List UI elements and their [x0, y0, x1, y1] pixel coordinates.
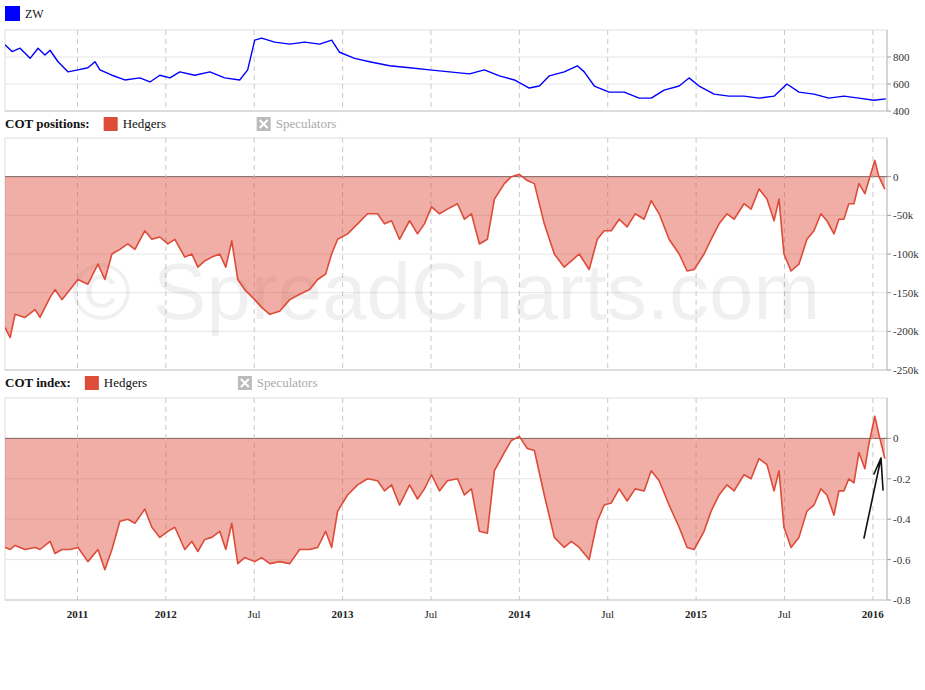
legend-swatch: [104, 117, 118, 131]
y-tick: [887, 559, 891, 560]
y-tick: [887, 84, 891, 85]
series-line: [5, 38, 886, 100]
x-tick-label: 2012: [155, 608, 178, 620]
y-grid-line: [5, 600, 887, 601]
x-grid-line: [784, 30, 785, 111]
x-tick-label: 2015: [685, 608, 708, 620]
y-tick-label: -200k: [893, 325, 919, 337]
y-grid-line: [5, 84, 887, 85]
y-tick: [887, 111, 891, 112]
legend-label: Speculators: [276, 116, 337, 131]
y-tick-label: -0.4: [893, 513, 911, 525]
background: [0, 0, 925, 690]
legend-item[interactable]: Hedgers: [104, 116, 166, 131]
y-tick: [887, 438, 891, 439]
area-fill: [5, 416, 885, 570]
x-tick-label: 2013: [332, 608, 355, 620]
legend-label: Hedgers: [104, 375, 147, 390]
x-grid-line: [342, 30, 343, 111]
x-grid-line: [430, 398, 431, 600]
y-tick: [887, 519, 891, 520]
annotation-arrow: [864, 458, 883, 538]
panel-title: COT positions:: [5, 116, 90, 131]
legend-swatch: [85, 376, 99, 390]
x-grid-line: [165, 30, 166, 111]
plot-frame: [5, 30, 887, 111]
plot-frame: [5, 398, 887, 600]
y-grid-line: [5, 370, 887, 371]
area-fill: [5, 160, 885, 337]
legend-item[interactable]: Speculators: [238, 375, 318, 390]
x-grid-line: [872, 30, 873, 111]
y-tick-label: 600: [893, 78, 910, 90]
y-tick-label: -250k: [893, 364, 919, 376]
x-tick-label: Jul: [248, 608, 261, 620]
y-tick-label: -0.2: [893, 473, 910, 485]
legend-item[interactable]: Speculators: [257, 116, 337, 131]
x-grid-line: [519, 398, 520, 600]
x-axis-line: [5, 600, 887, 601]
legend-label: Speculators: [257, 375, 318, 390]
y-tick: [887, 215, 891, 216]
y-axis-line: [887, 398, 888, 600]
watermark: © SpreadCharts.com: [72, 247, 820, 336]
x-tick-label: Jul: [601, 608, 614, 620]
y-grid-line: [5, 559, 887, 560]
series-line: [5, 416, 885, 570]
y-tick-label: 0: [893, 171, 899, 183]
y-grid-line: [5, 57, 887, 58]
y-tick-label: -100k: [893, 248, 919, 260]
legend-item[interactable]: ZW: [5, 6, 44, 21]
legend-disabled-mark: [241, 379, 249, 387]
y-tick: [887, 600, 891, 601]
x-tick-label: Jul: [425, 608, 438, 620]
x-tick-label: 2014: [508, 608, 531, 620]
plot-frame: [5, 138, 887, 370]
y-tick: [887, 478, 891, 479]
x-tick-label: Jul: [778, 608, 791, 620]
x-grid-line: [696, 30, 697, 111]
y-tick: [887, 292, 891, 293]
plot-area: [5, 38, 886, 100]
y-axis-line: [887, 30, 888, 111]
y-tick-label: -150k: [893, 287, 919, 299]
y-tick-label: -50k: [893, 209, 914, 221]
x-grid-line: [607, 30, 608, 111]
legend-swatch: [5, 6, 20, 21]
legend-label: Hedgers: [123, 116, 166, 131]
y-tick: [887, 57, 891, 58]
y-tick: [887, 331, 891, 332]
panel-title: COT index:: [5, 375, 71, 390]
y-tick: [887, 254, 891, 255]
y-tick: [887, 370, 891, 371]
y-tick-label: -0.8: [893, 594, 911, 606]
plot-area: [5, 160, 885, 337]
legend-swatch: [257, 117, 271, 131]
legend-label: ZW: [25, 7, 44, 21]
y-tick: [887, 176, 891, 177]
legend-disabled-mark: [260, 120, 268, 128]
legend-swatch: [238, 376, 252, 390]
x-grid-line: [519, 30, 520, 111]
x-axis-line: [5, 370, 887, 371]
plot-area: [5, 416, 885, 570]
y-grid-line: [5, 111, 887, 112]
x-tick-label: 2016: [862, 608, 885, 620]
y-tick-label: 400: [893, 105, 910, 117]
y-tick-label: 0: [893, 432, 899, 444]
x-tick-label: 2011: [67, 608, 88, 620]
series-line: [5, 160, 885, 337]
x-axis-line: [5, 111, 887, 112]
chart-root: 400 600 800 ZW 0 -50k -100k -150k -200k -250k © Sp…: [0, 0, 925, 690]
legend-item[interactable]: Hedgers: [85, 375, 147, 390]
y-tick-label: 800: [893, 51, 910, 63]
y-tick-label: -0.6: [893, 554, 911, 566]
